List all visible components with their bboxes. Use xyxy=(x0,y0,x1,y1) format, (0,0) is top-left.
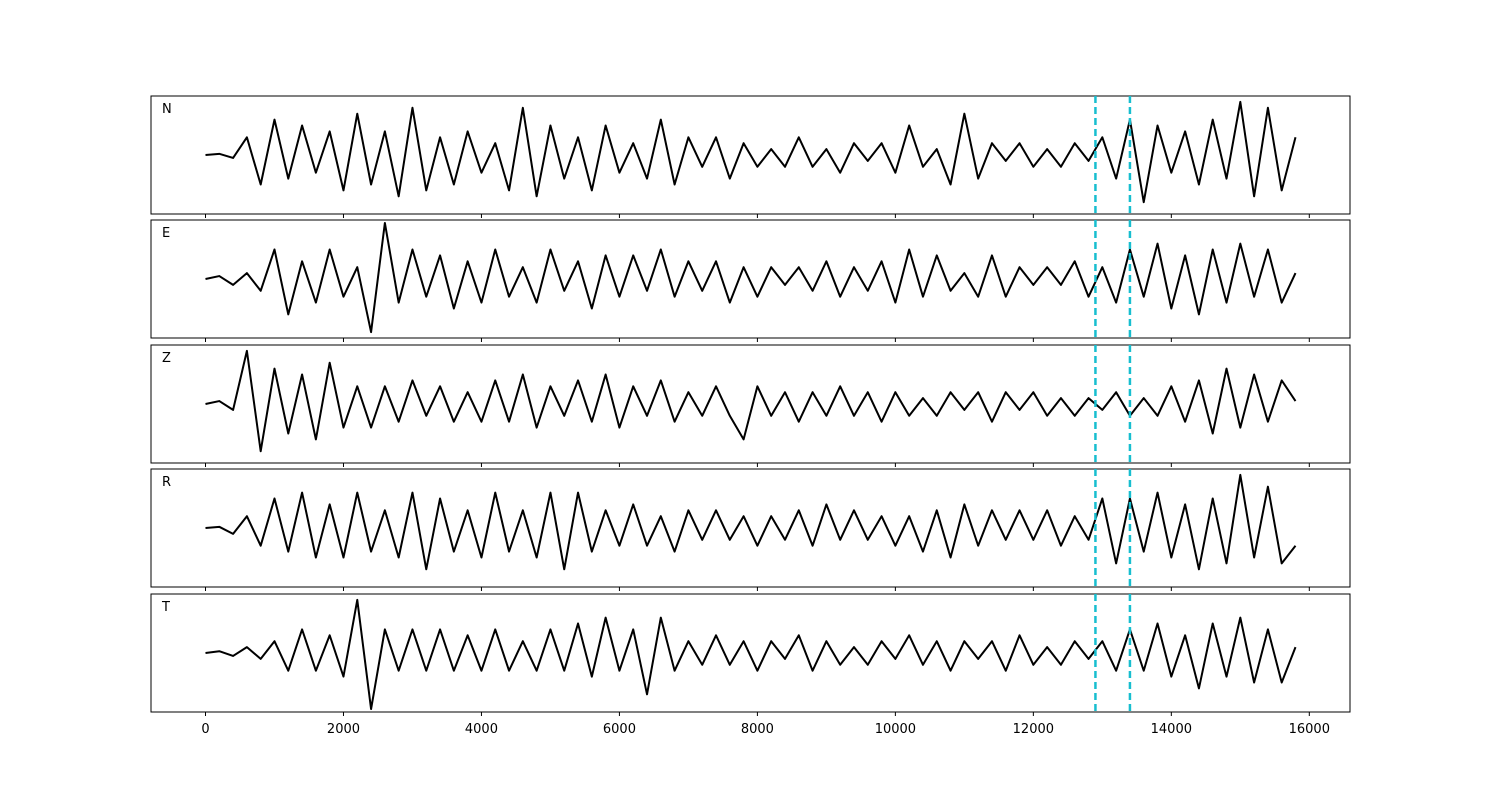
x-tick-label: 4000 xyxy=(465,722,498,737)
x-tick-label: 6000 xyxy=(603,722,636,737)
x-tick-label: 14000 xyxy=(1151,722,1192,737)
panel-frame xyxy=(150,344,1351,464)
x-tick-label: 16000 xyxy=(1289,722,1330,737)
x-tick-label: 12000 xyxy=(1013,722,1054,737)
panel-label: N xyxy=(162,102,172,117)
waveform xyxy=(205,473,1297,571)
panel-frame xyxy=(150,468,1351,588)
panel-label: E xyxy=(162,226,170,241)
waveform xyxy=(205,349,1297,453)
panel-frame xyxy=(150,593,1351,713)
waveform xyxy=(205,598,1297,711)
panel-frame xyxy=(150,95,1351,215)
panel-label: R xyxy=(162,475,171,490)
panel-frame xyxy=(150,219,1351,339)
x-tick-label: 10000 xyxy=(875,722,916,737)
x-tick-label: 0 xyxy=(201,722,209,737)
waveform xyxy=(205,221,1297,334)
x-tick-label: 2000 xyxy=(327,722,360,737)
panel-label: Z xyxy=(162,351,171,366)
x-tick-label: 8000 xyxy=(741,722,774,737)
panel-label: T xyxy=(161,600,170,615)
waveform xyxy=(205,100,1297,204)
